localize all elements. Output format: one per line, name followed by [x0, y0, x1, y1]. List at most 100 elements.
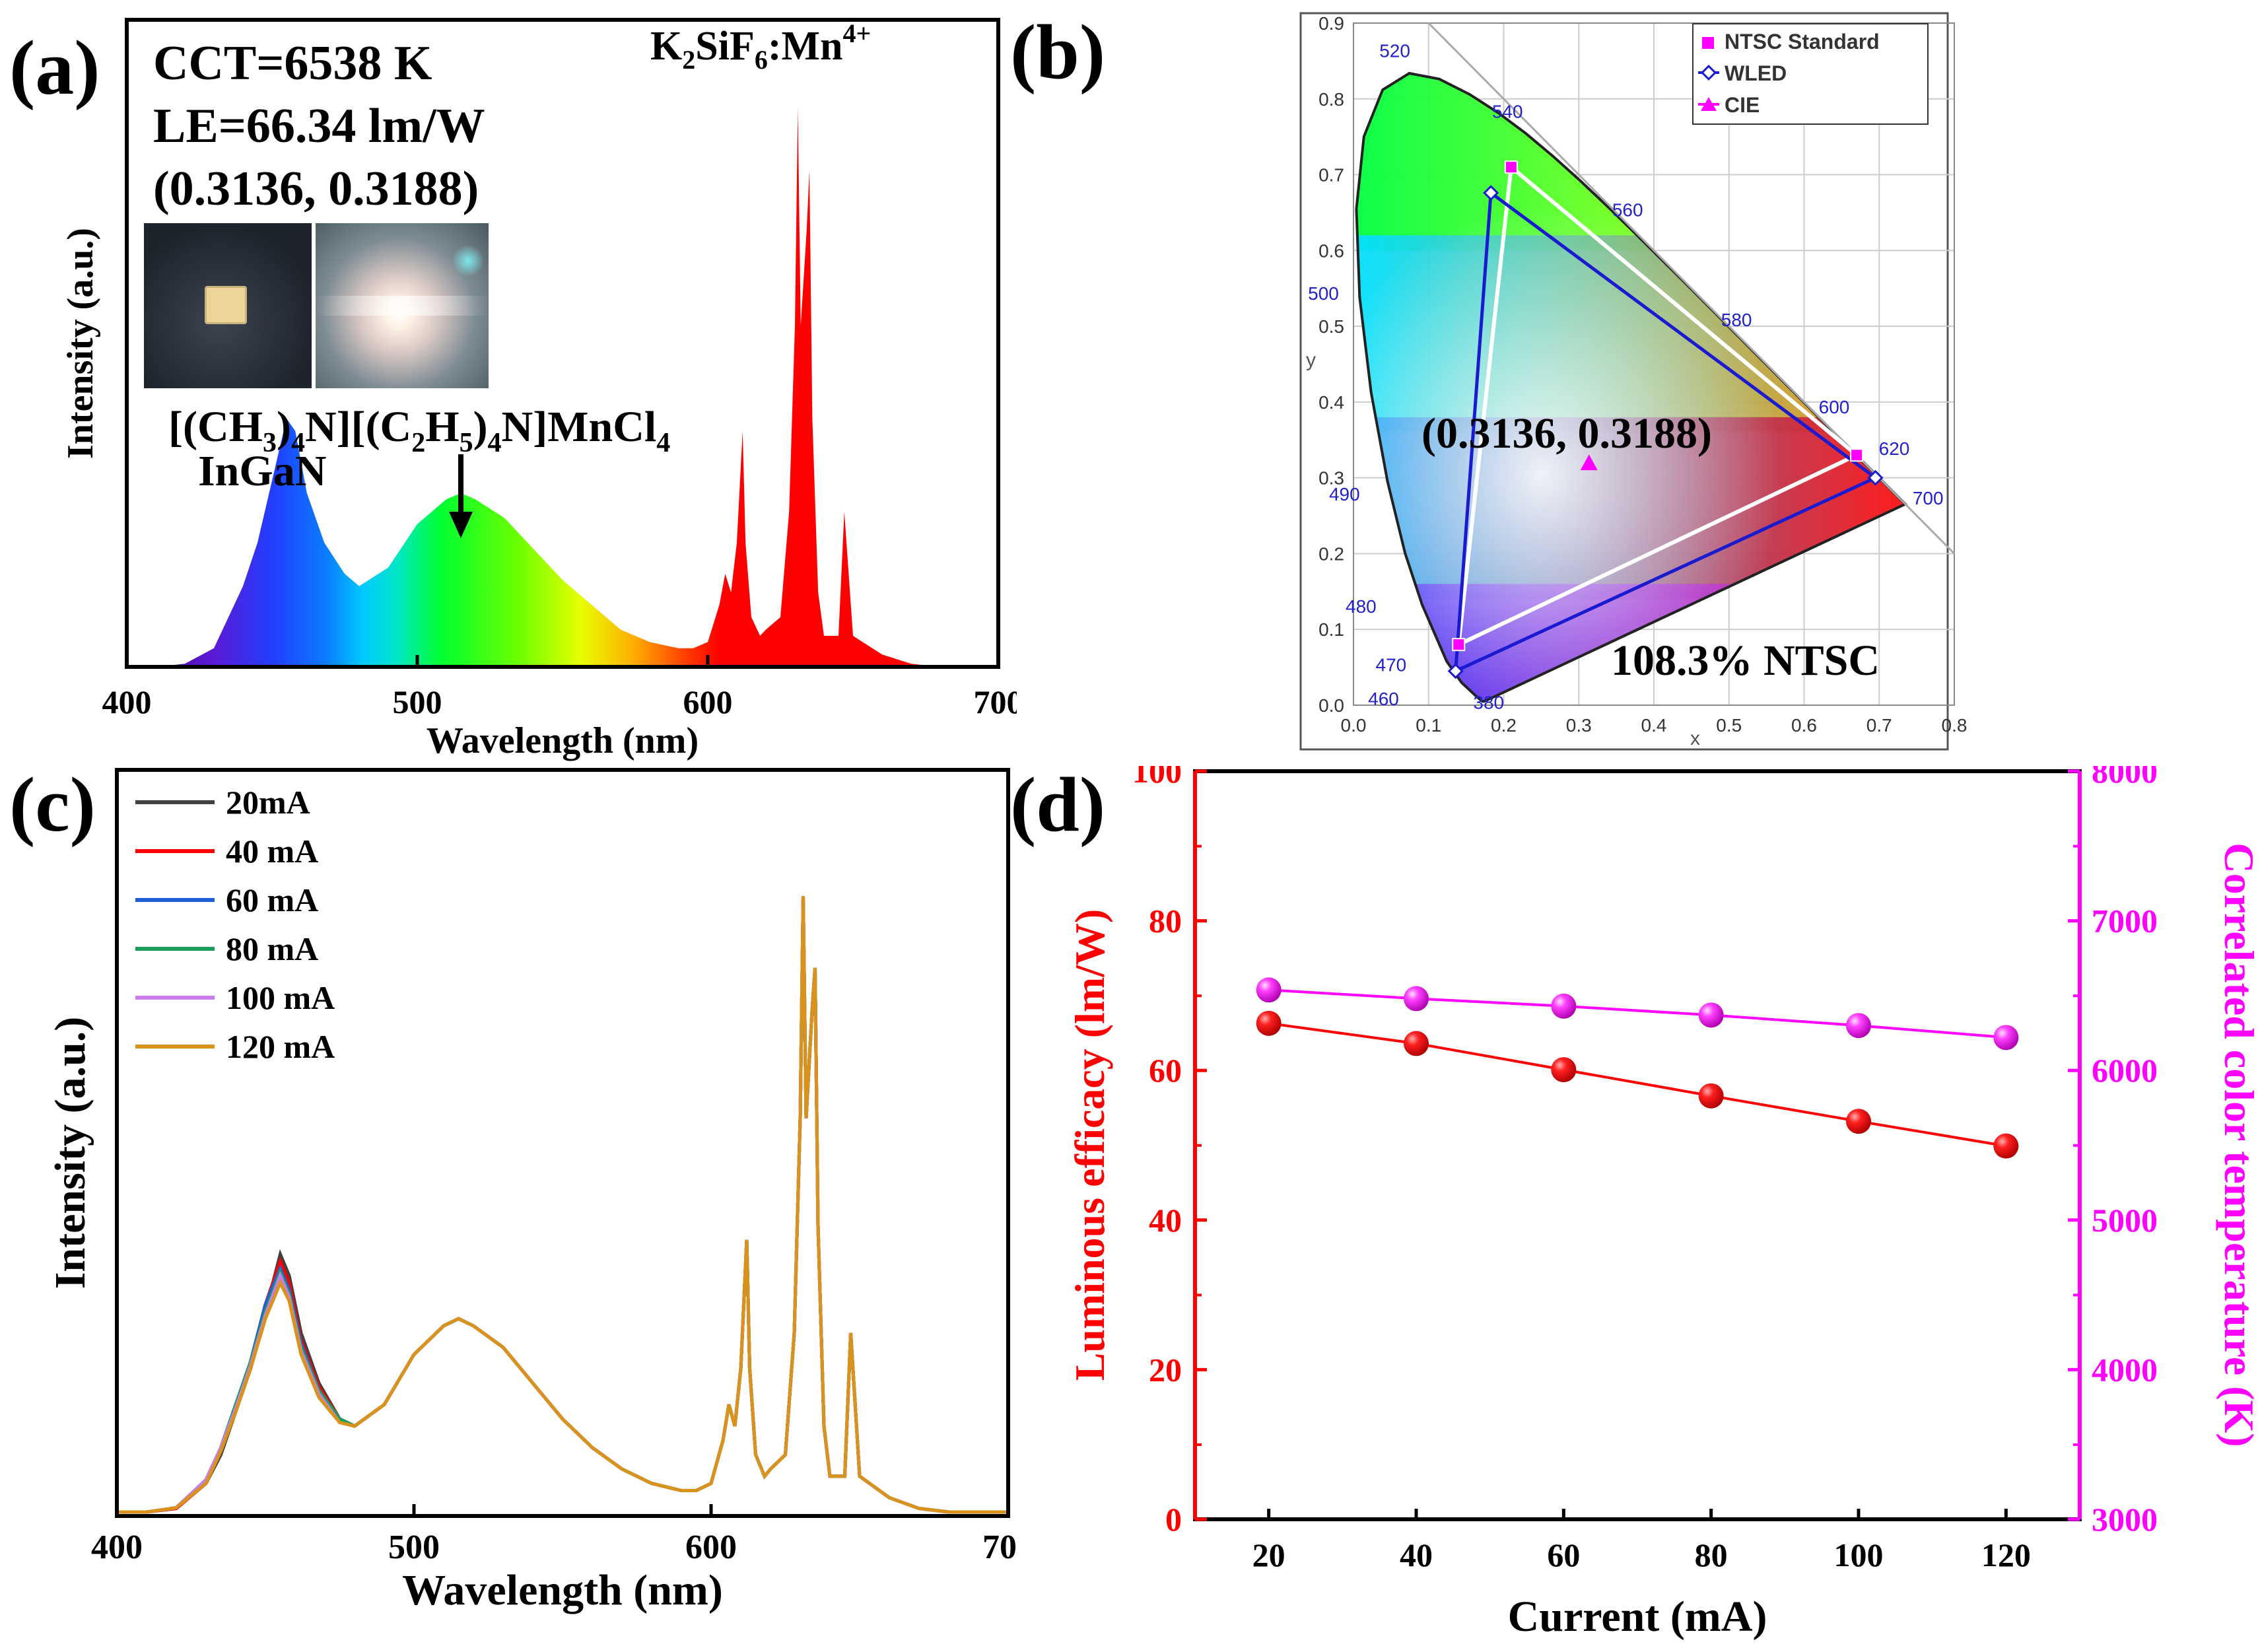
led-photo-off [144, 223, 312, 388]
panel-b-ytick-label: 0.7 [1318, 165, 1344, 186]
panel-b-xtick-label: 0.2 [1491, 715, 1517, 736]
ntsc-vertex-marker [1850, 448, 1864, 462]
panel-d-data-point [1256, 977, 1282, 1003]
panel-c-series-line [117, 896, 1008, 1514]
panel-b-markers [1447, 160, 1884, 679]
panel-a-ingan-label: InGaN [198, 447, 326, 495]
panel-d-ticks: 20 40 60 80 100 120 0 20 40 60 80 100 3000 4000 5000 60… [1132, 766, 2158, 1573]
panel-d-xtick-label: 120 [1981, 1536, 2031, 1573]
panel-b-ytick-label: 0.3 [1318, 468, 1344, 489]
panel-c-legend-label: 120 mA [226, 1028, 335, 1065]
panel-c-legend-label: 100 mA [226, 979, 335, 1016]
panel-b-xtick-label: 0.8 [1942, 715, 1967, 736]
panel-c-x-ticks: 400 500 600 700 [91, 1504, 1017, 1566]
panel-a-frame [125, 18, 1000, 669]
panel-d-chart: 20 40 60 80 100 120 0 20 40 60 80 100 3000 4000 5000 60… [1066, 766, 2258, 1641]
panel-d-xlabel: Current (mA) [1508, 1593, 1767, 1641]
panel-b-xtick-label: 0.5 [1716, 715, 1742, 736]
panel-a-chart: 400 500 600 700 Wavelength (nm) Intensity (… [60, 18, 1017, 761]
panel-b-xlabel: x [1690, 728, 1700, 749]
legend-ntsc-label: NTSC Standard [1725, 30, 1880, 53]
panel-b-wavelength-label: 700 [1913, 488, 1944, 508]
panel-d-xtick-label: 100 [1834, 1536, 1884, 1573]
legend-ntsc-marker [1702, 37, 1714, 49]
panel-b-ntsc-text: 108.3% NTSC [1611, 637, 1880, 685]
panel-b-wavelength-label: 460 [1368, 689, 1399, 709]
panel-b-wavelength-label: 470 [1376, 654, 1407, 675]
cie-diagonal-line [1427, 22, 1956, 555]
panel-d-y2tick-label: 4000 [2092, 1351, 2158, 1388]
panel-c-legend: 20mA 40 mA 60 mA 80 mA 100 mA 120 mA [135, 784, 335, 1065]
panel-b-xtick-label: 0.1 [1416, 715, 1441, 736]
panel-d-y2tick-label: 5000 [2092, 1202, 2158, 1239]
legend-wled-label: WLED [1725, 61, 1787, 85]
panel-d-xtick-label: 20 [1252, 1536, 1285, 1573]
panel-c-legend-label: 20mA [226, 784, 310, 821]
panel-b-wavelength-label: 500 [1308, 283, 1339, 304]
panel-c-xtick-label: 400 [91, 1529, 143, 1566]
panel-d-y2tick-label: 3000 [2092, 1501, 2158, 1538]
cie-point-marker [1580, 454, 1598, 471]
panel-d-xtick-label: 40 [1400, 1536, 1433, 1573]
panel-d-data-point [1404, 986, 1429, 1012]
panel-b-wavelength-label: 380 [1473, 693, 1504, 713]
panel-d-ytick-label: 80 [1149, 903, 1182, 940]
led-glow-spot [453, 246, 483, 276]
panel-b-wavelength-label: 560 [1612, 200, 1643, 221]
panel-a-cct-text: CCT=6538 K [153, 36, 432, 90]
panel-d-data-point [1404, 1031, 1429, 1056]
wled-triangle [1453, 189, 1879, 674]
panel-c-ylabel: Intensity (a.u.) [46, 1017, 94, 1290]
panel-a-x-ticks: 400 500 600 700 [102, 655, 1017, 720]
panel-d-series [1256, 977, 2019, 1159]
led-photo-on [316, 223, 489, 388]
panel-b-ytick-label: 0.9 [1318, 13, 1344, 34]
panel-d-series-line [1268, 988, 2006, 1039]
panel-d-y2tick-label: 6000 [2092, 1052, 2158, 1089]
panel-label-d: (d) [1010, 761, 1106, 848]
panel-b-xtick-label: 0.3 [1566, 715, 1592, 736]
panel-b-xtick-label: 0.7 [1866, 715, 1892, 736]
panel-d-xtick-label: 80 [1695, 1536, 1728, 1573]
panel-d-ytick-label: 100 [1132, 766, 1182, 790]
panel-b-ytick-label: 0.2 [1318, 543, 1344, 564]
panel-d-data-point [1551, 1057, 1577, 1083]
panel-b-ytick-label: 0.6 [1318, 240, 1344, 261]
panel-b-wavelength-label: 480 [1346, 596, 1377, 617]
panel-b-legend: NTSC Standard WLED CIE [1692, 23, 1929, 125]
panel-b-wavelength-label: 490 [1329, 484, 1360, 504]
panel-b-wavelength-label: 540 [1492, 101, 1523, 121]
legend-cie-label: CIE [1725, 93, 1760, 117]
panel-d-data-point [1993, 1025, 2019, 1050]
panel-d-y2tick-label: 7000 [2092, 903, 2158, 940]
led-chip [205, 286, 247, 324]
panel-d-y2tick-label: 8000 [2092, 766, 2158, 790]
panel-d-ytick-label: 20 [1149, 1351, 1182, 1388]
panel-b-xtick-label: 0.0 [1341, 715, 1367, 736]
panel-b-ylabel: y [1306, 349, 1316, 371]
panel-a-mncl-label: [(CH3)4N][(C2H5)4N]MnCl4 [168, 403, 670, 458]
panel-b-xtick-label: 0.6 [1791, 715, 1817, 736]
panel-label-c: (c) [9, 761, 96, 848]
panel-c-xtick-label: 700 [982, 1529, 1017, 1566]
panel-a-xlabel: Wavelength (nm) [427, 720, 699, 761]
panel-d-ylabel-right: Correlated color temperature (K) [2216, 843, 2258, 1447]
panel-label-a: (a) [9, 24, 100, 111]
panel-d-data-point [1846, 1013, 1871, 1039]
panel-b-ytick-label: 0.1 [1318, 619, 1344, 640]
panel-c-chart: 400 500 600 700 Wavelength (nm) Intensity (… [46, 768, 1017, 1614]
legend-cie-marker [1701, 97, 1717, 111]
panel-b-xtick-label: 0.4 [1641, 715, 1667, 736]
panel-d-series-line [1268, 1021, 2006, 1148]
panel-d-ytick-label: 40 [1149, 1202, 1182, 1239]
panel-b-ytick-label: 0.8 [1318, 89, 1344, 110]
panel-d-data-point [1256, 1010, 1282, 1036]
panel-label-b: (b) [1010, 9, 1106, 95]
panel-b-ytick-label: 0.4 [1318, 392, 1344, 413]
panel-b-wavelength-label: 600 [1819, 397, 1850, 417]
panel-a-ylabel: Intensity (a.u.) [60, 228, 101, 459]
panel-c-xtick-label: 500 [388, 1529, 440, 1566]
panel-d-data-point [1551, 993, 1577, 1019]
panel-b-cie-diagram: 0.0 0.1 0.2 0.3 0.4 0.5 0.6 0.7 0.8 0.0 0.1 0.2 0.3 0… [1299, 12, 1967, 751]
panel-b-wavelength-label: 580 [1721, 310, 1752, 330]
